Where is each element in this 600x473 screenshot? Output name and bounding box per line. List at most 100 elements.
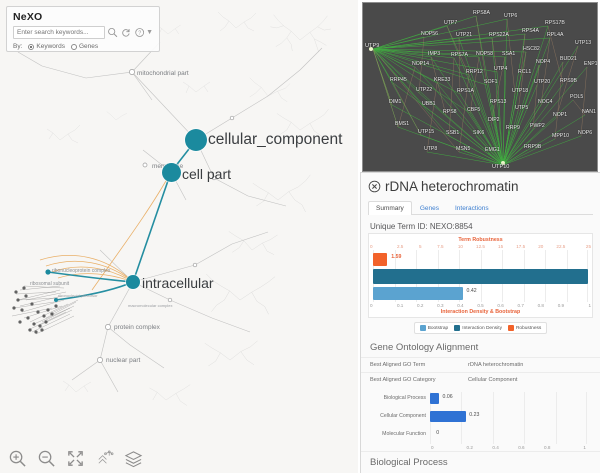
tree-node-cell-part[interactable] [162,163,181,182]
go-row-category: Best Aligned GO Category Cellular Compon… [361,372,600,387]
legend-label-interaction-density: Interaction Density [462,325,502,331]
go-key-term: Best Aligned GO Term [370,362,426,368]
tick: 0.8 [544,445,551,450]
search-input[interactable] [13,26,105,39]
tick: 0.8 [537,303,544,308]
radio-genes[interactable] [70,43,77,50]
tick: 0.4 [457,303,464,308]
fit-to-screen-icon[interactable] [66,449,85,468]
radio-keywords[interactable] [28,43,35,50]
tick: 25 [585,244,592,249]
bar-interaction-density[interactable] [373,269,588,284]
tree-node-intracellular[interactable] [126,275,140,289]
bar-value-bootstrap: 0.42 [466,288,477,294]
go-bar-value-molecular-function: 0 [436,430,440,436]
gene-network-graph[interactable] [363,3,598,172]
go-bar-biological-process[interactable] [430,393,440,404]
tick: 0.3 [437,303,444,308]
radio-keywords-label: Keywords [36,43,65,50]
zoom-in-icon[interactable] [8,449,27,468]
layers-icon[interactable] [124,449,143,468]
go-cat-label-cellular-component: Cellular Component [380,413,426,419]
tick: 0.2 [417,303,424,308]
tab-summary[interactable]: Summary [368,201,412,215]
detail-header: rDNA heterochromatin [361,173,600,196]
legend-bootstrap[interactable]: Bootstrap [419,325,449,331]
collapse-network-icon[interactable] [95,449,114,468]
gene-node-UTP10[interactable] [501,161,505,165]
search-panel[interactable]: NeXO ? ▼ By: Keywo [6,6,160,52]
tab-genes[interactable]: Genes [419,205,439,212]
legend-swatch-interaction-density [454,325,461,331]
robustness-top-axis: 0 2.5 5 7.5 10 12.5 15 17.5 20 22.5 25 [369,243,592,250]
tick: 10 [457,244,463,249]
robustness-bottom-axis: 0 0.1 0.2 0.3 0.4 0.5 0.6 0.7 0.8 0.9 1 [369,302,592,309]
go-bar-cellular-component[interactable] [430,411,467,422]
go-cat-label-biological-process: Biological Process [383,395,426,401]
chevron-down-icon[interactable]: ▼ [146,29,154,36]
tick: 1 [583,445,586,450]
robustness-xlabel: Interaction Density & Bootstrap [440,309,521,315]
chart-legend: Bootstrap Interaction Density Robustness [413,322,548,334]
refresh-icon[interactable] [120,26,131,39]
legend-robustness[interactable]: Robustness [507,325,542,331]
tick: 22.5 [556,244,566,249]
tick: 0 [431,445,434,450]
radio-genes-label: Genes [78,43,99,50]
go-category-xaxis: 0 0.2 0.4 0.6 0.8 1 [430,444,587,451]
go-alignment-title: Gene Ontology Alignment [370,342,479,353]
tick: 7.5 [437,244,444,249]
gene-interaction-network[interactable]: UTP9 RPS8A UTP6 UTP7 RPS17B NOP56 UTP21 … [362,2,598,172]
tick: 1 [588,303,592,308]
detail-title: rDNA heterochromatin [385,179,519,194]
tick: 12.5 [476,244,485,249]
tick: 0.6 [497,303,504,308]
bar-value-robustness: 1.59 [391,254,402,260]
go-bar-value-biological-process: 0.06 [442,394,453,400]
legend-label-robustness: Robustness [515,325,542,331]
legend-interaction-density[interactable]: Interaction Density [454,325,502,331]
tick: 0.1 [396,303,404,308]
unique-term-id: Unique Term ID: NEXO:8854 [370,222,473,231]
go-value-category: Cellular Component [468,377,518,383]
ontology-tree-view[interactable]: cellular_component cell part intracellul… [0,0,358,473]
legend-swatch-bootstrap [419,325,426,331]
tick: 0.4 [492,445,499,450]
search-row: ? ▼ [13,26,153,39]
help-icon[interactable]: ? [134,26,145,39]
biological-process-title: Biological Process [361,451,600,471]
close-icon[interactable] [368,180,381,193]
tree-node-cellular-component[interactable] [185,129,207,151]
tick: 17.5 [516,244,526,249]
go-key-category: Best Aligned GO Category [370,377,436,383]
tab-interactions[interactable]: Interactions [454,205,489,212]
tick: 0 [370,303,373,308]
search-icon[interactable] [107,26,118,39]
tick: 0.9 [557,303,565,308]
robustness-chart-title: Term Robustness [458,237,503,243]
zoom-out-icon[interactable] [37,449,56,468]
search-by-label: By: [13,43,23,50]
bar-robustness[interactable] [373,253,387,266]
tick: 0.5 [477,303,484,308]
tick: 0.6 [518,445,525,450]
legend-label-bootstrap: Bootstrap [427,325,449,331]
ontology-tree-graph[interactable] [0,0,358,473]
svg-text:?: ? [138,31,141,37]
term-detail-panel: rDNA heterochromatin Summary Genes Inter… [360,172,600,473]
go-cat-label-molecular-function: Molecular Function [382,431,426,437]
search-by-row: By: Keywords Genes [13,43,153,50]
go-value-term: rDNA heterochromatin [468,362,524,368]
tick: 0.7 [517,303,524,308]
robustness-plot: 1.59 0.42 [373,250,589,302]
bar-bootstrap[interactable] [373,287,464,300]
go-bar-value-cellular-component: 0.23 [469,412,480,418]
tick: 0 [370,244,373,249]
gene-node-UTP9[interactable] [369,47,373,51]
go-row-term: Best Aligned GO Term rDNA heterochromati… [361,357,600,372]
tick: 5 [418,244,422,249]
robustness-chart: Term Robustness 0 2.5 5 7.5 10 12.5 15 1… [368,233,593,318]
go-category-plot: Biological Process 0.06 Cellular Compone… [380,392,588,444]
go-category-chart: Biological Process 0.06 Cellular Compone… [368,392,593,451]
